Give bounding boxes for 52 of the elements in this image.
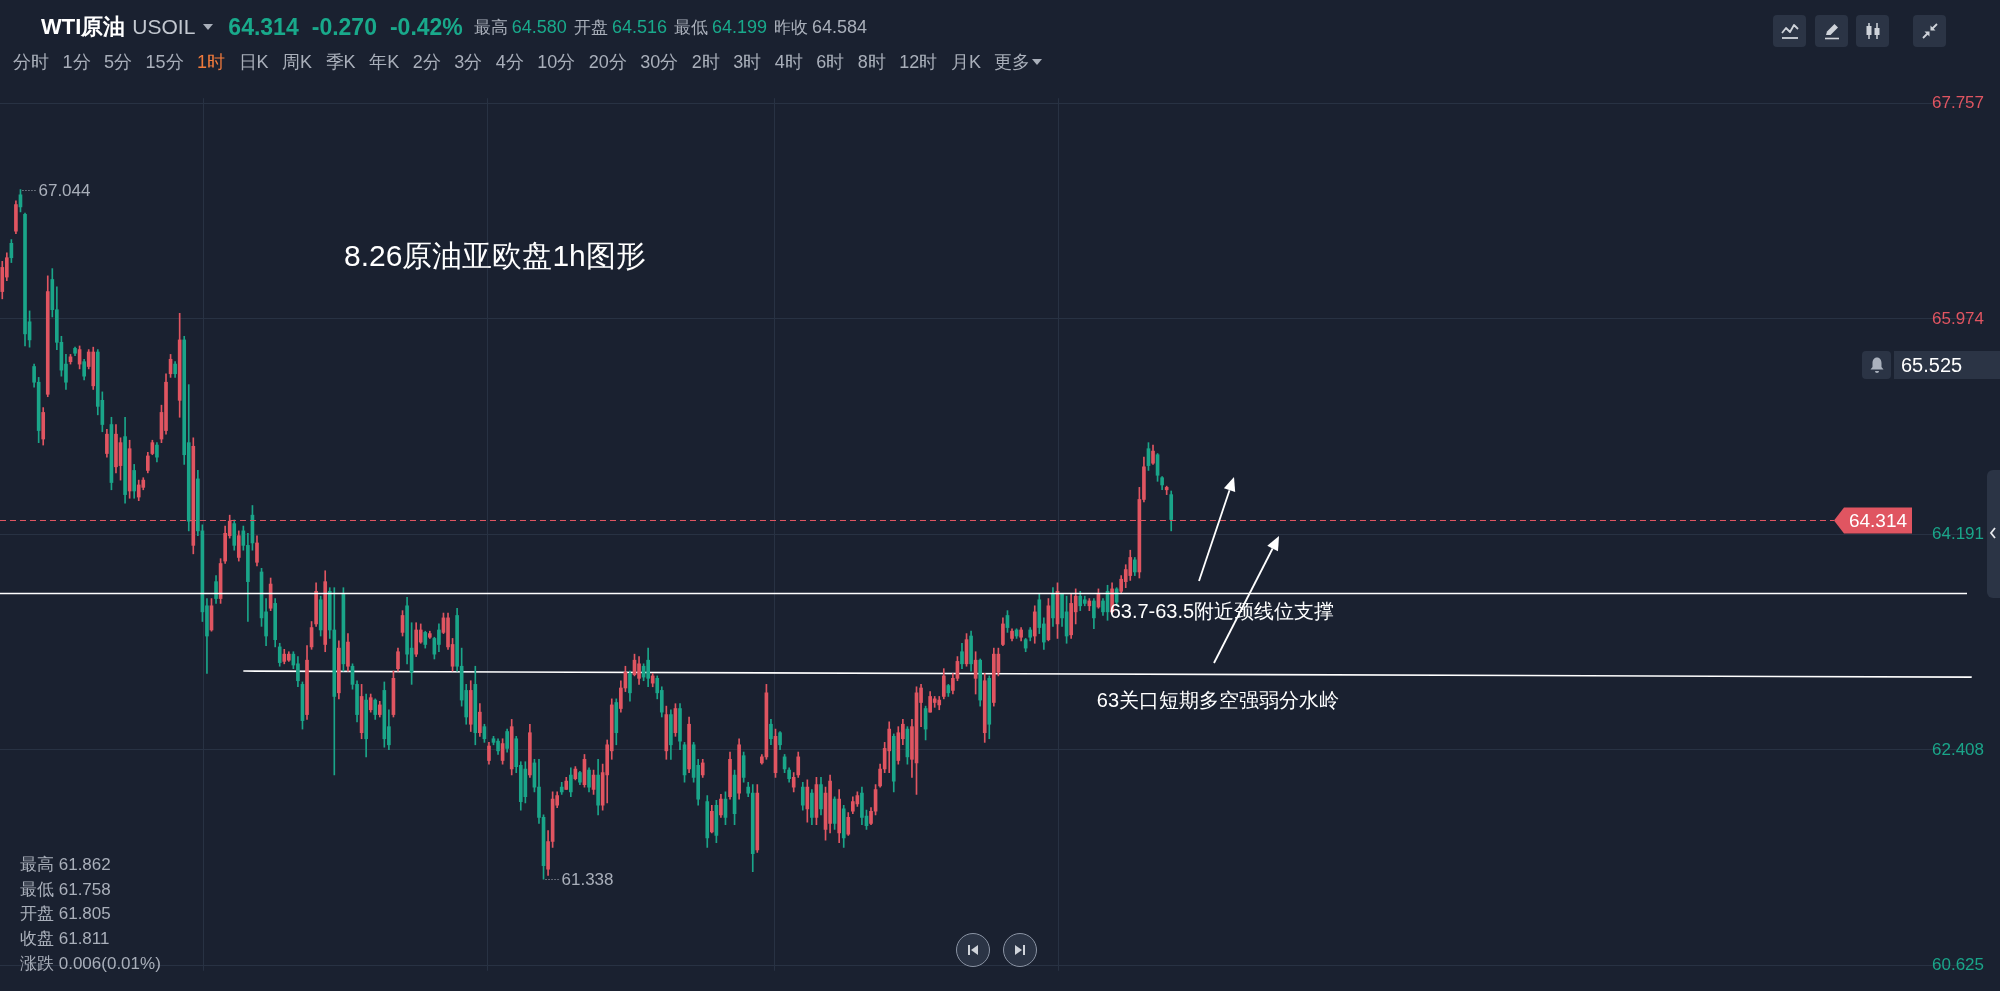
text: 2时 bbox=[691, 51, 720, 74]
annotation: 65.525 bbox=[1901, 353, 1963, 376]
text: 64.516 bbox=[611, 16, 667, 38]
text: -0.270 bbox=[311, 13, 377, 41]
y-tick-label: 60.625 bbox=[1932, 955, 1984, 975]
y-tick-label: 65.974 bbox=[1932, 308, 1984, 328]
annotation: 最高 61.862 bbox=[20, 854, 112, 876]
text: 开盘 bbox=[573, 16, 608, 39]
text: 季K bbox=[325, 51, 356, 74]
text: 5分 bbox=[104, 51, 133, 74]
text: 最高 bbox=[473, 16, 508, 39]
annotation: 67.044 bbox=[38, 181, 91, 201]
text: 3分 bbox=[454, 51, 483, 74]
text: 6时 bbox=[816, 51, 845, 74]
text: 周K bbox=[282, 51, 313, 74]
text: 日K bbox=[238, 51, 269, 74]
annotation: 开盘 61.805 bbox=[20, 903, 112, 926]
text: 年K bbox=[369, 51, 400, 74]
text: 8.26原油亚欧盘1h图形 bbox=[344, 238, 646, 274]
text: 3时 bbox=[733, 51, 762, 74]
text: 10分 bbox=[537, 51, 576, 74]
annotation: 收盘 61.811 bbox=[20, 928, 111, 951]
annotation: 最低 61.758 bbox=[20, 878, 112, 901]
text: 30分 bbox=[640, 51, 679, 74]
text: 64.584 bbox=[812, 16, 868, 38]
text: 4时 bbox=[774, 51, 803, 74]
y-tick-label: 64.191 bbox=[1932, 524, 1984, 544]
text: 8时 bbox=[857, 51, 886, 74]
text: 64.580 bbox=[511, 16, 567, 38]
text: 最低 bbox=[673, 16, 708, 39]
y-tick-label: 67.757 bbox=[1932, 93, 1984, 113]
text: 12时 bbox=[899, 51, 938, 74]
text: 分时 bbox=[13, 51, 49, 74]
text: -0.42% bbox=[389, 13, 463, 41]
text: 1分 bbox=[62, 51, 91, 74]
text: WTI原油 bbox=[41, 13, 126, 41]
annotation: 涨跌 0.006(0.01%) bbox=[20, 952, 161, 975]
text: 昨收 bbox=[774, 16, 808, 39]
text: 2分 bbox=[412, 51, 441, 74]
text: 4分 bbox=[495, 51, 524, 74]
text: 64.199 bbox=[711, 16, 767, 38]
text: 15分 bbox=[145, 51, 184, 74]
text: USOIL bbox=[132, 15, 196, 39]
y-tick-label: 62.408 bbox=[1932, 739, 1984, 759]
text: 更多 bbox=[994, 51, 1031, 74]
text: 1时 bbox=[197, 51, 226, 74]
text: 64.314 bbox=[228, 13, 299, 41]
text: 月K bbox=[950, 51, 981, 74]
text: 20分 bbox=[588, 51, 627, 74]
annotation: 61.338 bbox=[561, 870, 614, 890]
annotation: 63关口短期多空强弱分水岭 bbox=[1096, 689, 1340, 711]
ref-line-label: 64.314 bbox=[1848, 509, 1908, 531]
